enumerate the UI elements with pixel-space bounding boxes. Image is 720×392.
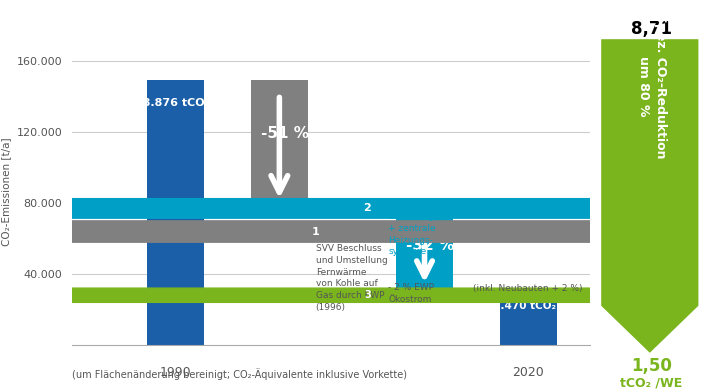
Text: -32 %: -32 % xyxy=(405,238,454,253)
Text: - 2 % EWP
Ökostrom: - 2 % EWP Ökostrom xyxy=(388,283,434,304)
Circle shape xyxy=(0,199,720,218)
Bar xyxy=(396,292,453,298)
Text: -51 %: -51 % xyxy=(261,126,309,141)
Text: 3: 3 xyxy=(364,290,371,300)
Text: (inkl. Neubauten + 2 %): (inkl. Neubauten + 2 %) xyxy=(474,283,583,292)
Text: 1990: 1990 xyxy=(160,366,192,379)
Text: 1,50: 1,50 xyxy=(631,357,672,375)
Bar xyxy=(396,216,453,292)
Bar xyxy=(500,298,557,345)
Text: 148.876 tCO₂ /a: 148.876 tCO₂ /a xyxy=(127,98,225,108)
Bar xyxy=(147,80,204,345)
Text: (um Flächenänderung bereinigt; CO₂-Äquivalente inklusive Vorkette): (um Flächenänderung bereinigt; CO₂-Äquiv… xyxy=(72,368,407,380)
Text: tCO₂ /WE: tCO₂ /WE xyxy=(621,43,683,56)
Bar xyxy=(251,80,308,216)
Text: Sanierung
+ zentrale
Heizungs-
systeme: Sanierung + zentrale Heizungs- systeme xyxy=(388,212,436,256)
Text: 2: 2 xyxy=(364,203,372,213)
Text: 1: 1 xyxy=(312,227,320,236)
Text: SVV Beschluss
und Umstellung
Fernwärme
von Kohle auf
Gas durch EWP
(1996): SVV Beschluss und Umstellung Fernwärme v… xyxy=(315,244,387,312)
Text: 2020: 2020 xyxy=(513,366,544,379)
Text: 8,71: 8,71 xyxy=(631,20,672,38)
Text: Spez. CO₂-Reduktion
um 80 %: Spez. CO₂-Reduktion um 80 % xyxy=(636,14,667,158)
Y-axis label: CO₂-Emissionen [t/a]: CO₂-Emissionen [t/a] xyxy=(1,138,11,247)
Text: tCO₂ /WE: tCO₂ /WE xyxy=(621,376,683,389)
Text: 26.470 tCO₂ /a: 26.470 tCO₂ /a xyxy=(486,301,570,312)
Circle shape xyxy=(0,288,720,302)
Circle shape xyxy=(0,221,720,242)
